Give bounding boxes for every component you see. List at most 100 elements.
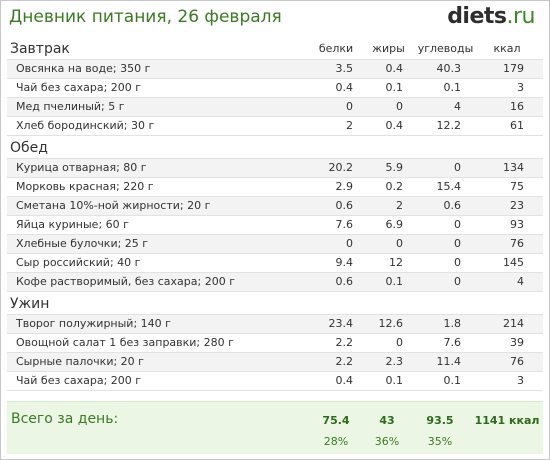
meals-container: Завтрак белки жиры углеводы ккал Овсянка на в… — [1, 37, 549, 391]
food-protein: 23.4 — [328, 317, 354, 330]
food-fat: 0.1 — [385, 275, 404, 288]
logo-tld: .ru — [506, 4, 536, 29]
food-protein: 0.4 — [335, 374, 354, 387]
food-row: Хлеб бородинский; 30 г 2 0.4 12.2 61 — [7, 117, 543, 136]
food-carbs: 0.1 — [443, 81, 462, 94]
food-fat: 0.4 — [385, 62, 404, 75]
food-row: Мед пчелиный; 5 г 0 0 4 16 — [7, 98, 543, 117]
meal-title: Завтрак — [10, 41, 70, 57]
food-kcal: 16 — [510, 100, 524, 113]
food-fat: 0 — [396, 100, 403, 113]
food-protein: 2 — [346, 119, 353, 132]
food-kcal: 145 — [503, 256, 524, 269]
protein-percent: 28% — [323, 435, 349, 448]
meal-title: Обед — [10, 140, 48, 156]
food-name: Сырные палочки; 20 г — [16, 355, 144, 368]
meal-title: Ужин — [10, 296, 50, 312]
fat-percent: 36% — [374, 435, 400, 448]
col-header-fat: жиры — [372, 42, 405, 55]
food-fat: 0.2 — [385, 180, 404, 193]
food-carbs: 40.3 — [436, 62, 462, 75]
food-name: Творог полужирный; 140 г — [16, 317, 171, 330]
food-kcal: 76 — [510, 355, 524, 368]
food-fat: 0.1 — [385, 374, 404, 387]
food-protein: 2.2 — [335, 336, 354, 349]
food-row: Сыр российский; 40 г 9.4 12 0 145 — [7, 254, 543, 273]
daily-totals: Всего за день: 75.4 43 93.5 1141 ккал 28… — [7, 401, 543, 454]
food-kcal: 3 — [517, 81, 524, 94]
food-kcal: 134 — [503, 161, 524, 174]
food-name: Овсянка на воде; 350 г — [16, 62, 151, 75]
food-carbs: 7.6 — [443, 336, 462, 349]
meal-items: Творог полужирный; 140 г 23.4 12.6 1.8 214 Ов… — [7, 314, 543, 391]
food-row: Чай без сахара; 200 г 0.4 0.1 0.1 3 — [7, 79, 543, 98]
food-fat: 0.4 — [385, 119, 404, 132]
food-kcal: 179 — [503, 62, 524, 75]
food-row: Овощной салат 1 без заправки; 280 г 2.2 0 7… — [7, 334, 543, 353]
food-row: Сметана 10%-ной жирности; 20 г 0.6 2 0.6 23 — [7, 197, 543, 216]
food-protein: 0 — [346, 237, 353, 250]
food-row: Сырные палочки; 20 г 2.2 2.3 11.4 76 — [7, 353, 543, 372]
total-fat: 43 — [379, 414, 395, 427]
food-protein: 0 — [346, 100, 353, 113]
food-fat: 6.9 — [385, 218, 404, 231]
food-carbs: 0 — [454, 275, 461, 288]
food-fat: 2.3 — [385, 355, 404, 368]
food-fat: 5.9 — [385, 161, 404, 174]
food-kcal: 75 — [510, 180, 524, 193]
totals-label: Всего за день: — [11, 411, 119, 427]
header: Дневник питания, 26 февраля diets.ru — [1, 1, 549, 37]
food-protein: 2.2 — [335, 355, 354, 368]
food-protein: 0.6 — [335, 275, 354, 288]
total-kcal: 1141 ккал — [474, 414, 540, 427]
food-carbs: 15.4 — [436, 180, 462, 193]
food-kcal: 93 — [510, 218, 524, 231]
food-kcal: 3 — [517, 374, 524, 387]
carbs-percent: 35% — [427, 435, 453, 448]
food-fat: 12.6 — [378, 317, 404, 330]
food-name: Курица отварная; 80 г — [16, 161, 147, 174]
food-fat: 0 — [396, 336, 403, 349]
food-carbs: 12.2 — [436, 119, 462, 132]
food-protein: 20.2 — [328, 161, 354, 174]
food-row: Кофе растворимый, без сахара; 200 г 0.6 0.… — [7, 273, 543, 292]
food-carbs: 0 — [454, 256, 461, 269]
food-kcal: 39 — [510, 336, 524, 349]
meal-items: Овсянка на воде; 350 г 3.5 0.4 40.3 179 Чай б… — [7, 59, 543, 136]
food-protein: 0.4 — [335, 81, 354, 94]
total-protein: 75.4 — [322, 414, 350, 427]
food-name: Хлебные булочки; 25 г — [16, 237, 149, 250]
food-name: Хлеб бородинский; 30 г — [16, 119, 155, 132]
food-kcal: 76 — [510, 237, 524, 250]
food-protein: 3.5 — [335, 62, 354, 75]
food-carbs: 0 — [454, 237, 461, 250]
meal-section-header: Ужин — [1, 292, 549, 314]
food-name: Сметана 10%-ной жирности; 20 г — [16, 199, 211, 212]
food-name: Морковь красная; 220 г — [16, 180, 154, 193]
food-name: Чай без сахара; 200 г — [16, 81, 142, 94]
logo-brand: diets — [447, 4, 507, 29]
food-carbs: 4 — [454, 100, 461, 113]
food-protein: 9.4 — [335, 256, 354, 269]
meal-section-header: Обед — [1, 136, 549, 158]
food-carbs: 0.6 — [443, 199, 462, 212]
food-kcal: 4 — [517, 275, 524, 288]
food-carbs: 0 — [454, 161, 461, 174]
food-name: Чай без сахара; 200 г — [16, 374, 142, 387]
diets-logo[interactable]: diets.ru — [447, 4, 535, 29]
col-header-carbs: углеводы — [417, 42, 474, 55]
food-carbs: 11.4 — [436, 355, 462, 368]
food-carbs: 0 — [454, 218, 461, 231]
food-row: Морковь красная; 220 г 2.9 0.2 15.4 75 — [7, 178, 543, 197]
food-row: Курица отварная; 80 г 20.2 5.9 0 134 — [7, 158, 543, 178]
food-name: Мед пчелиный; 5 г — [16, 100, 125, 113]
food-name: Овощной салат 1 без заправки; 280 г — [16, 336, 234, 349]
food-fat: 0.1 — [385, 81, 404, 94]
food-fat: 0 — [396, 237, 403, 250]
food-protein: 0.6 — [335, 199, 354, 212]
food-carbs: 0.1 — [443, 374, 462, 387]
food-row: Чай без сахара; 200 г 0.4 0.1 0.1 3 — [7, 372, 543, 391]
food-protein: 7.6 — [335, 218, 354, 231]
food-kcal: 61 — [510, 119, 524, 132]
